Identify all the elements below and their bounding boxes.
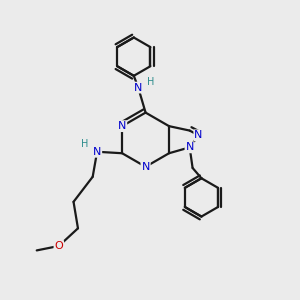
Text: H: H [147, 77, 154, 87]
Text: N: N [194, 130, 203, 140]
Text: N: N [93, 147, 101, 157]
Text: N: N [185, 142, 194, 152]
Text: N: N [118, 121, 126, 131]
Text: N: N [141, 162, 150, 172]
Text: H: H [81, 140, 88, 149]
Text: O: O [54, 241, 63, 251]
Text: N: N [134, 82, 142, 93]
